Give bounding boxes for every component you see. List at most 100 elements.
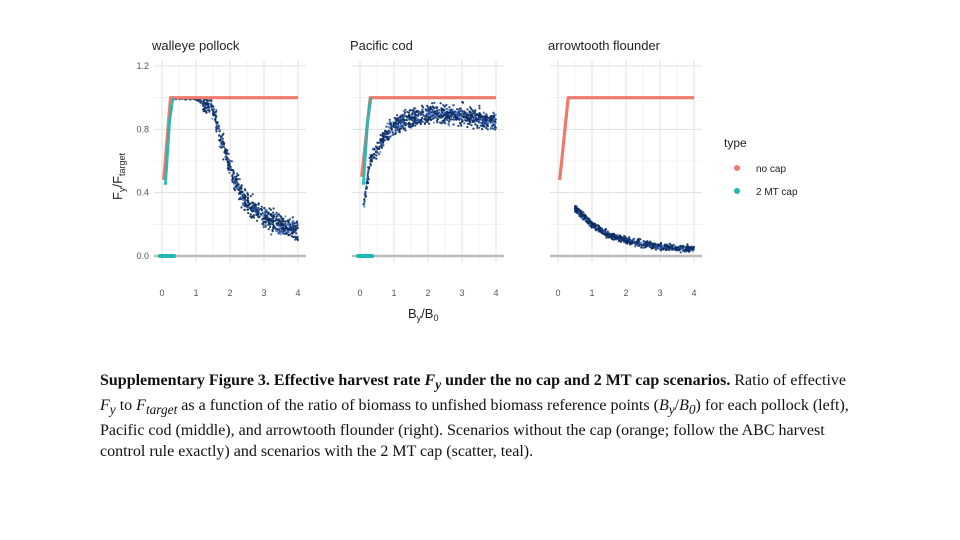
scatter-point-2mt-cap	[437, 115, 440, 118]
scatter-point-2mt-cap	[669, 245, 673, 248]
scatter-point-2mt-cap	[634, 243, 637, 246]
scatter-point-2mt-cap	[443, 105, 446, 108]
scatter-point-2mt-cap	[370, 159, 373, 162]
scatter-point-2mt-cap	[400, 127, 403, 130]
scatter-point-2mt-cap	[494, 118, 497, 121]
scatter-point-2mt-cap	[212, 110, 215, 113]
scatter-point-2mt-cap	[424, 115, 427, 118]
scatter-point-2mt-cap	[446, 111, 449, 114]
scatter-point-2mt-cap	[231, 175, 234, 178]
scatter-point-2mt-cap	[629, 239, 632, 243]
scatter-point-2mt-cap	[438, 111, 441, 114]
scatter-point-2mt-cap	[240, 191, 243, 194]
scatter-point-2mt-cap	[214, 117, 217, 120]
scatter-point-2mt-cap	[403, 119, 406, 122]
scatter-point-2mt-cap	[205, 99, 208, 102]
scatter-point-2mt-cap	[367, 168, 370, 171]
scatter-point-2mt-cap	[410, 118, 413, 121]
y-title-sub2: target	[117, 152, 127, 176]
scatter-point-2mt-cap	[221, 146, 224, 149]
x-tick-label: 4	[295, 288, 300, 298]
scatter-point-2mt-cap	[459, 115, 462, 118]
scatter-point-2mt-cap	[463, 122, 466, 125]
scatter-point-2mt-cap	[426, 120, 429, 123]
scatter-point-2mt-cap	[391, 133, 394, 136]
scatter-point-2mt-cap	[474, 123, 477, 126]
scatter-point-2mt-cap	[243, 208, 246, 211]
scatter-point-2mt-cap	[666, 248, 670, 251]
x-title-sub2: 0	[433, 313, 438, 323]
scatter-point-2mt-cap	[364, 195, 367, 198]
scatter-point-2mt-cap	[263, 206, 266, 210]
scatter-point-2mt-cap	[263, 216, 267, 219]
scatter-point-2mt-cap	[394, 129, 397, 132]
scatter-point-2mt-cap	[269, 213, 272, 216]
scatter-point-2mt-cap	[294, 236, 297, 240]
scatter-point-2mt-cap	[448, 120, 451, 123]
scatter-point-2mt-cap	[388, 131, 391, 134]
scatter-point-2mt-cap	[279, 233, 282, 236]
scatter-point-2mt-cap	[269, 223, 272, 226]
scatter-point-2mt-cap	[255, 213, 258, 216]
scatter-point-2mt-cap	[432, 121, 436, 124]
scatter-point-2mt-cap	[449, 108, 452, 111]
scatter-point-2mt-cap	[365, 181, 368, 184]
scatter-point-2mt-cap	[657, 244, 661, 247]
scatter-point-2mt-cap	[668, 242, 672, 245]
scatter-point-2mt-cap	[250, 216, 253, 219]
scatter-point-2mt-cap	[587, 217, 590, 220]
scatter-point-2mt-cap	[211, 117, 214, 120]
scatter-point-2mt-cap	[451, 108, 454, 111]
scatter-point-2mt-cap	[244, 194, 247, 197]
scatter-point-2mt-cap	[582, 217, 586, 220]
legend: type no cap 2 MT cap	[724, 136, 798, 198]
scatter-point-2mt-cap	[378, 147, 381, 150]
scatter-point-2mt-cap	[238, 198, 241, 201]
scatter-point-2mt-cap	[404, 129, 407, 132]
scatter-point-2mt-cap	[262, 211, 266, 214]
scatter-point-2mt-cap	[386, 122, 389, 125]
scatter-point-2mt-cap	[470, 124, 473, 127]
scatter-point-2mt-cap	[278, 219, 282, 222]
scatter-point-2mt-cap	[226, 157, 229, 160]
scatter-point-2mt-cap	[215, 110, 218, 113]
scatter-point-2mt-cap	[604, 232, 607, 235]
scatter-point-2mt-cap	[435, 111, 438, 114]
scatter-point-2mt-cap	[243, 201, 246, 204]
scatter-point-2mt-cap	[244, 199, 247, 202]
scatter-point-2mt-cap	[675, 246, 678, 249]
scatter-point-2mt-cap	[273, 219, 276, 222]
scatter-point-2mt-cap	[615, 237, 618, 240]
scatter-point-2mt-cap	[270, 233, 273, 236]
scatter-point-2mt-cap	[456, 112, 460, 115]
scatter-point-2mt-cap	[479, 116, 482, 119]
panel-title: arrowtooth flounder	[548, 38, 661, 53]
scatter-point-2mt-cap	[476, 124, 479, 127]
scatter-point-2mt-cap	[419, 119, 422, 122]
scatter-point-2mt-cap	[287, 233, 290, 236]
scatter-point-2mt-cap	[272, 223, 275, 226]
scatter-point-2mt-cap	[652, 246, 655, 249]
scatter-point-2mt-cap	[227, 160, 230, 163]
scatter-point-2mt-cap	[444, 116, 447, 119]
scatter-point-2mt-cap	[231, 178, 235, 181]
scatter-point-2mt-cap	[229, 160, 232, 163]
scatter-point-2mt-cap	[369, 156, 372, 159]
scatter-point-2mt-cap	[244, 204, 247, 207]
scatter-point-2mt-cap	[217, 123, 220, 126]
scatter-point-2mt-cap	[436, 121, 439, 124]
scatter-point-2mt-cap	[372, 152, 376, 156]
scatter-point-2mt-cap	[218, 134, 221, 137]
scatter-point-2mt-cap	[430, 118, 433, 122]
x-tick-label: 0	[159, 288, 164, 298]
scatter-point-2mt-cap	[626, 241, 629, 245]
scatter-point-2mt-cap	[686, 248, 689, 251]
scatter-point-2mt-cap	[477, 119, 480, 122]
scatter-point-2mt-cap	[390, 127, 393, 130]
scatter-point-2mt-cap	[598, 226, 602, 229]
scatter-point-2mt-cap	[467, 119, 470, 122]
scatter-point-2mt-cap	[210, 99, 213, 102]
scatter-point-2mt-cap	[271, 215, 274, 218]
scatter-point-2mt-cap	[265, 211, 268, 214]
scatter-point-2mt-cap	[291, 226, 294, 229]
